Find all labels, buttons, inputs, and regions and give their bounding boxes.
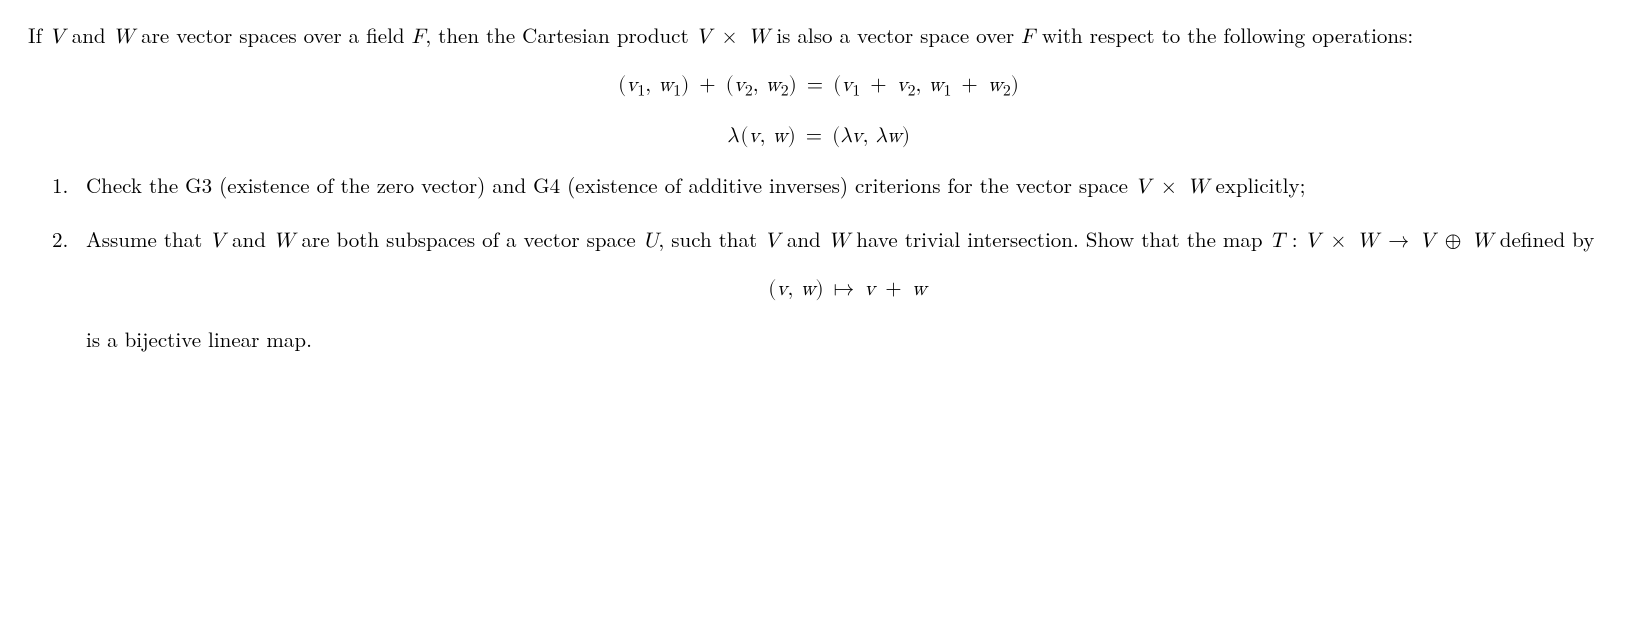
text: with respect to the following operations… <box>1035 20 1413 50</box>
var-V: V <box>209 231 225 252</box>
expr-VxW: V × W <box>696 27 770 48</box>
text: is a bijective linear map. <box>86 324 1609 354</box>
text: are both subspaces of a vector space <box>294 224 642 254</box>
expr-Tmap: T : V × W → V ⊕ W <box>1270 231 1493 252</box>
text: are vector spaces over a field <box>134 20 411 50</box>
text: , then the Cartesian product <box>425 20 695 50</box>
text: and <box>65 20 113 50</box>
text: Check the G3 (existence of the zero vect… <box>86 170 1135 200</box>
var-U: U <box>643 231 659 252</box>
expr-VxW: V × W <box>1135 177 1209 198</box>
var-W: W <box>273 231 295 252</box>
text: have trivial intersection. Show that the… <box>849 224 1269 254</box>
text: defined by <box>1493 224 1595 254</box>
var-W2: W <box>828 231 850 252</box>
text: , such that <box>658 224 764 254</box>
var-F2: F <box>1021 27 1035 48</box>
equation-map: (v, w) ↦ v + w <box>86 275 1609 305</box>
var-F: F <box>412 27 426 48</box>
text: If <box>28 20 49 50</box>
text: and <box>225 224 273 254</box>
list-item-1: Check the G3 (existence of the zero vect… <box>86 170 1609 203</box>
text: is also a vector space over <box>769 20 1021 50</box>
text: Assume that <box>86 224 209 254</box>
var-V2: V <box>764 231 780 252</box>
equation-addition: (v1, w1) + (v2, w2) = (v1 + v2, w1 + w2) <box>28 71 1609 104</box>
text: explicitly; <box>1209 170 1306 200</box>
intro-paragraph: If V and W are vector spaces over a fiel… <box>28 20 1609 53</box>
var-W: W <box>113 27 135 48</box>
text: and <box>780 224 828 254</box>
equation-scalar: λ (v, w) = (λv, λw) <box>28 122 1609 152</box>
list-item-2: Assume that V and W are both subspaces o… <box>86 224 1609 354</box>
problem-list: Check the G3 (existence of the zero vect… <box>28 170 1609 354</box>
var-V: V <box>49 27 65 48</box>
